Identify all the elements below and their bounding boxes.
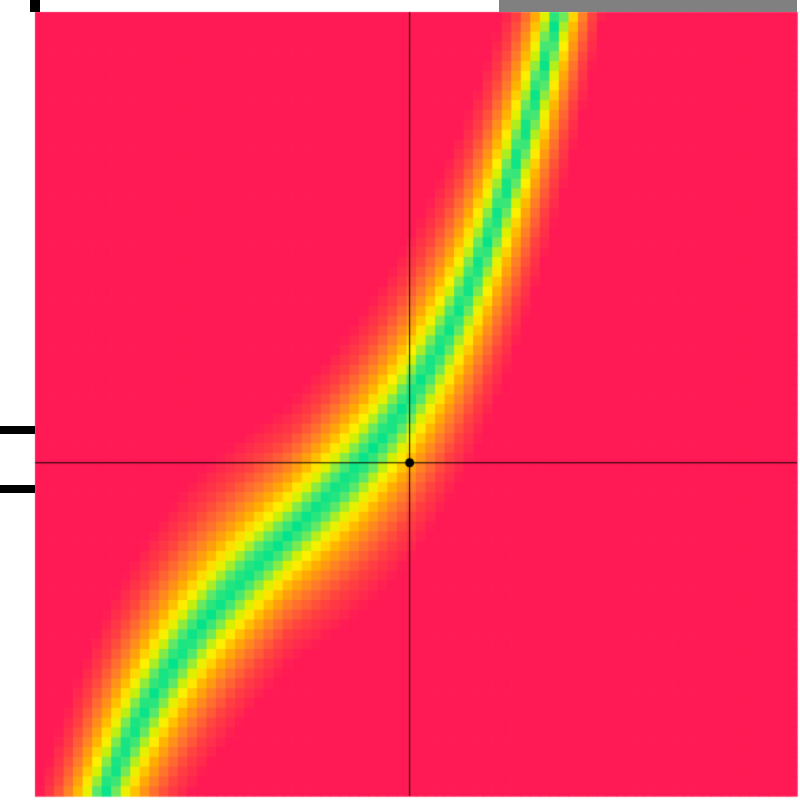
ytick-0 xyxy=(0,426,35,434)
ytick-1 xyxy=(0,485,35,493)
heatmap-canvas xyxy=(0,0,800,800)
xtick-0 xyxy=(30,0,40,12)
figure-container xyxy=(0,0,800,800)
top-scale-bar xyxy=(499,0,797,12)
